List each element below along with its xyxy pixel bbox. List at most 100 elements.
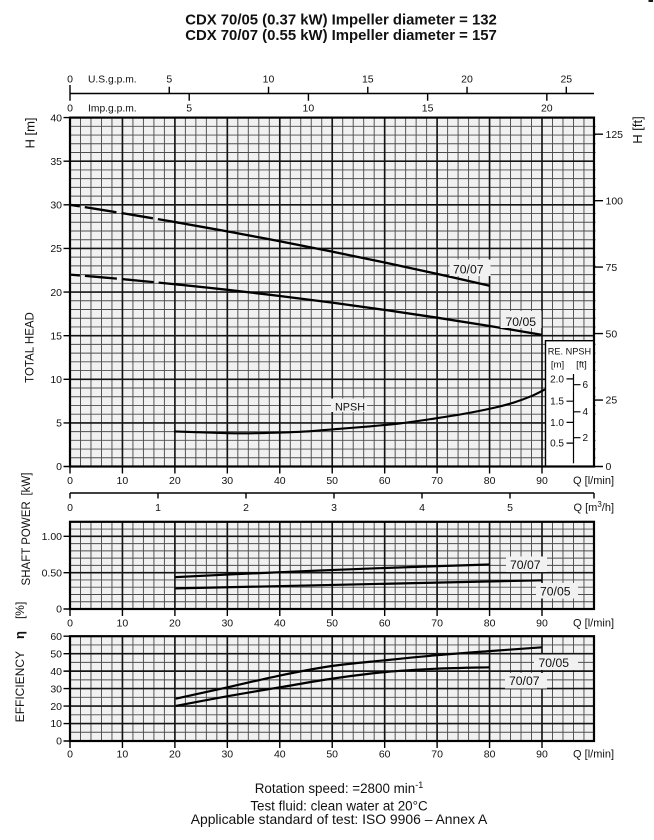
svg-text:0.50: 0.50 [42, 567, 63, 579]
svg-text:40: 40 [50, 112, 62, 124]
svg-text:0: 0 [56, 461, 62, 473]
svg-text:40: 40 [274, 475, 286, 487]
svg-text:4: 4 [583, 407, 589, 418]
svg-text:10: 10 [263, 74, 275, 86]
svg-text:20: 20 [169, 475, 181, 487]
svg-text:15: 15 [422, 103, 434, 115]
svg-text:60: 60 [379, 475, 391, 487]
svg-text:1.00: 1.00 [42, 531, 63, 543]
svg-text:2: 2 [583, 433, 589, 444]
svg-text:3: 3 [331, 502, 337, 514]
svg-text:30: 30 [221, 618, 233, 630]
svg-text:30: 30 [221, 475, 233, 487]
svg-text:80: 80 [484, 618, 496, 630]
svg-text:30: 30 [50, 683, 62, 695]
svg-text:1.5: 1.5 [550, 397, 564, 408]
svg-text:20: 20 [541, 103, 553, 115]
svg-text:5: 5 [56, 418, 62, 430]
svg-text:4: 4 [419, 502, 425, 514]
svg-text:10: 10 [303, 103, 315, 115]
svg-text:50: 50 [326, 475, 338, 487]
svg-text:20: 20 [50, 287, 62, 299]
svg-text:20: 20 [461, 74, 473, 86]
svg-text:125: 125 [606, 129, 624, 141]
svg-text:15: 15 [50, 330, 62, 342]
svg-text:30: 30 [221, 749, 233, 761]
svg-text:30: 30 [50, 200, 62, 212]
svg-text:10: 10 [117, 749, 129, 761]
svg-text:10: 10 [117, 618, 129, 630]
svg-text:Imp.g.p.m.: Imp.g.p.m. [88, 103, 137, 114]
svg-text:5: 5 [507, 502, 513, 514]
svg-text:[ft]: [ft] [576, 360, 587, 371]
svg-text:70/05: 70/05 [540, 584, 571, 598]
svg-text:90: 90 [536, 475, 548, 487]
svg-text:Q [l/min]: Q [l/min] [573, 475, 614, 487]
svg-text:20: 20 [169, 618, 181, 630]
svg-text:90: 90 [536, 749, 548, 761]
svg-text:50: 50 [326, 618, 338, 630]
svg-text:0: 0 [67, 749, 73, 761]
svg-text:70/05: 70/05 [506, 315, 537, 329]
svg-text:75: 75 [606, 262, 618, 274]
svg-text:H [ft]: H [ft] [630, 116, 645, 143]
svg-text:CDX 70/05 (0.37 kW) Impeller d: CDX 70/05 (0.37 kW) Impeller diameter = … [185, 13, 497, 29]
svg-text:5: 5 [166, 74, 172, 86]
svg-text:50: 50 [606, 328, 618, 340]
svg-text:60: 60 [50, 631, 62, 643]
svg-text:70: 70 [431, 475, 443, 487]
svg-text:90: 90 [536, 618, 548, 630]
svg-text:Applicable standard of test: I: Applicable standard of test: ISO 9906 – … [191, 811, 488, 827]
svg-text:20: 20 [50, 701, 62, 713]
svg-text:EFFICIENCY η [%]: EFFICIENCY η [%] [12, 602, 27, 723]
svg-text:20: 20 [169, 749, 181, 761]
svg-text:Q [l/min]: Q [l/min] [573, 618, 614, 630]
svg-text:6: 6 [583, 380, 589, 391]
svg-text:0: 0 [606, 461, 612, 473]
svg-text:2: 2 [243, 502, 249, 514]
svg-text:70: 70 [431, 618, 443, 630]
svg-text:NPSH: NPSH [335, 402, 365, 414]
svg-text:70/05: 70/05 [539, 656, 570, 670]
svg-text:0: 0 [56, 604, 62, 616]
svg-text:10: 10 [50, 718, 62, 730]
svg-text:40: 40 [274, 618, 286, 630]
svg-text:Q [l/min]: Q [l/min] [573, 749, 614, 761]
svg-text:35: 35 [50, 156, 62, 168]
svg-text:CDX 70/07 (0.55 kW) Impeller d: CDX 70/07 (0.55 kW) Impeller diameter = … [185, 28, 497, 44]
svg-text:70: 70 [431, 749, 443, 761]
svg-text:5: 5 [186, 103, 192, 115]
svg-text:0: 0 [67, 475, 73, 487]
svg-text:RE. NPSH: RE. NPSH [548, 347, 591, 357]
svg-text:0: 0 [67, 502, 73, 514]
svg-text:H [m]: H [m] [23, 117, 38, 148]
svg-text:Rotation speed: =2800 min-1: Rotation speed: =2800 min-1 [255, 780, 423, 796]
svg-text:25: 25 [560, 74, 572, 86]
svg-text:0: 0 [56, 736, 62, 748]
svg-text:10: 10 [50, 374, 62, 386]
svg-text:10: 10 [117, 475, 129, 487]
svg-text:0: 0 [67, 618, 73, 630]
svg-text:Q [m3/h]: Q [m3/h] [573, 500, 614, 514]
svg-text:15: 15 [362, 74, 374, 86]
svg-text:25: 25 [50, 243, 62, 255]
svg-text:70/07: 70/07 [453, 262, 484, 276]
svg-text:60: 60 [379, 749, 391, 761]
svg-text:40: 40 [50, 666, 62, 678]
svg-text:0: 0 [67, 103, 73, 115]
svg-text:SHAFT POWER [kW]: SHAFT POWER [kW] [21, 473, 33, 586]
svg-text:1.0: 1.0 [550, 418, 564, 429]
svg-text:Test fluid: clean water at 20°: Test fluid: clean water at 20°C [250, 799, 428, 814]
svg-text:80: 80 [484, 749, 496, 761]
svg-text:70/07: 70/07 [510, 558, 541, 572]
svg-text:2.0: 2.0 [550, 374, 564, 385]
svg-text:25: 25 [606, 395, 618, 407]
svg-text:50: 50 [326, 749, 338, 761]
svg-text:U.S.g.p.m.: U.S.g.p.m. [88, 74, 137, 85]
svg-text:50: 50 [50, 648, 62, 660]
svg-text:TOTAL HEAD: TOTAL HEAD [25, 312, 37, 383]
svg-text:0.5: 0.5 [550, 439, 564, 450]
svg-text:1: 1 [155, 502, 161, 514]
svg-text:60: 60 [379, 618, 391, 630]
svg-text:100: 100 [606, 195, 624, 207]
